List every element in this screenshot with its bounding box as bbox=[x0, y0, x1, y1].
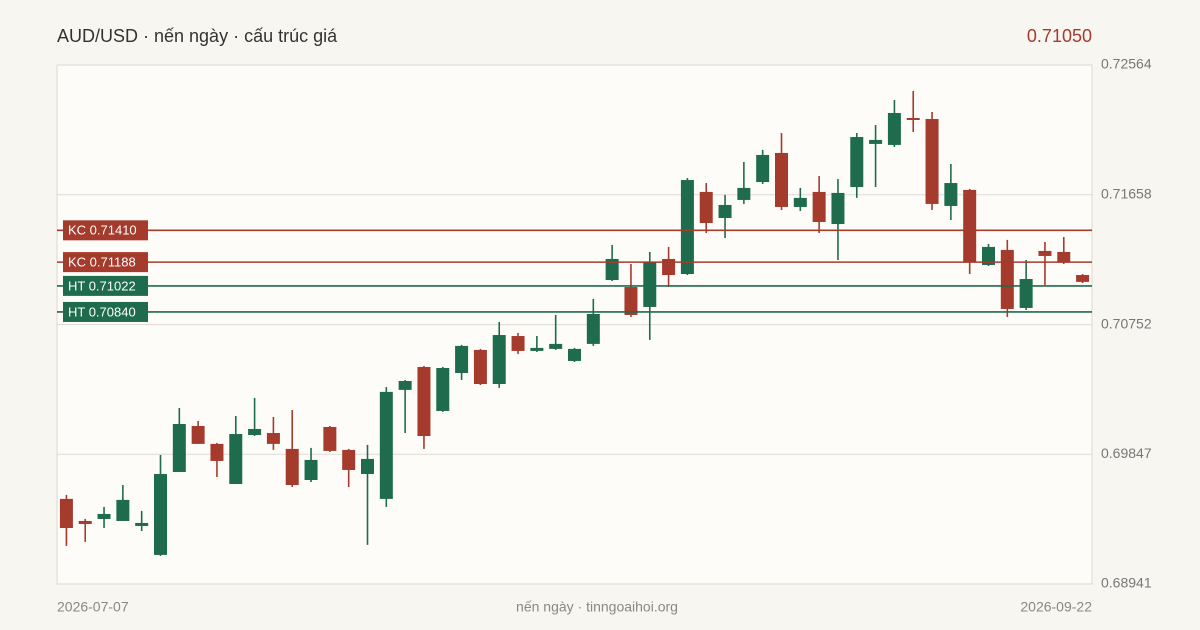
y-tick-label: 0.68941 bbox=[1101, 575, 1152, 591]
candle-body bbox=[775, 152, 788, 207]
candle-body bbox=[323, 426, 337, 451]
candle-body bbox=[737, 187, 751, 200]
candle-body bbox=[342, 449, 356, 470]
candle-body bbox=[906, 118, 920, 121]
candle-body bbox=[793, 197, 807, 207]
candle-body bbox=[59, 498, 73, 528]
candle-body bbox=[78, 520, 92, 524]
level-label-box bbox=[63, 252, 148, 273]
candle-body bbox=[135, 522, 149, 526]
candle-body bbox=[473, 349, 487, 385]
candle-body bbox=[850, 137, 864, 188]
level-label-box bbox=[63, 301, 148, 322]
candle-body bbox=[398, 381, 412, 390]
level-label: HT 0.71022 bbox=[68, 278, 136, 293]
candle-body bbox=[154, 473, 167, 555]
candle-body bbox=[455, 345, 469, 373]
candle-body bbox=[361, 458, 374, 474]
candle-body bbox=[887, 112, 901, 145]
candle-body bbox=[1057, 251, 1071, 262]
y-tick-label: 0.69847 bbox=[1101, 445, 1152, 461]
candle-body bbox=[285, 448, 299, 486]
last-price: 0.71050 bbox=[1027, 26, 1092, 46]
candle-body bbox=[605, 258, 619, 281]
candle-body bbox=[210, 443, 224, 461]
candle-body bbox=[624, 287, 638, 315]
y-tick-label: 0.71658 bbox=[1101, 185, 1152, 201]
candle-body bbox=[586, 313, 600, 344]
level-label-box bbox=[63, 275, 148, 296]
level-label: HT 0.70840 bbox=[68, 304, 136, 319]
candle-body bbox=[191, 425, 205, 444]
candle-body bbox=[511, 336, 525, 351]
candle-body bbox=[831, 192, 845, 225]
candle-body bbox=[662, 258, 676, 276]
candle-body bbox=[1000, 249, 1014, 309]
candle-body bbox=[963, 189, 977, 262]
candle-body bbox=[97, 513, 111, 519]
candle-body bbox=[549, 343, 563, 349]
candle-body bbox=[492, 335, 506, 385]
candle-body bbox=[436, 367, 450, 411]
candle-body bbox=[229, 434, 243, 485]
candle-body bbox=[1019, 279, 1033, 308]
candle-body bbox=[756, 154, 770, 183]
level-label-box bbox=[63, 220, 148, 241]
candle-body bbox=[680, 180, 694, 275]
candle-body bbox=[116, 499, 130, 521]
candle-body bbox=[530, 347, 544, 351]
candle-body bbox=[568, 348, 581, 361]
x-tick-label: 2026-07-07 bbox=[57, 599, 129, 615]
candle-body bbox=[925, 119, 939, 204]
candle-body bbox=[417, 366, 431, 437]
candle-body bbox=[643, 261, 657, 307]
candle-body bbox=[379, 391, 393, 499]
candle-body bbox=[304, 459, 318, 480]
candle-body bbox=[944, 183, 958, 206]
candle-body bbox=[718, 204, 732, 218]
y-tick-label: 0.72564 bbox=[1101, 56, 1152, 72]
candle-body bbox=[172, 423, 186, 472]
candle-body bbox=[982, 246, 995, 265]
candle-body bbox=[812, 191, 826, 223]
candle-body bbox=[266, 433, 280, 444]
candle-body bbox=[869, 139, 883, 144]
level-label: KC 0.71410 bbox=[68, 223, 137, 238]
y-tick-label: 0.70752 bbox=[1101, 315, 1152, 331]
candle-body bbox=[1076, 275, 1090, 282]
candle-body bbox=[248, 429, 262, 436]
candle-body bbox=[699, 191, 713, 224]
caption: nến ngày · tinngoaihoi.org bbox=[516, 599, 678, 615]
x-tick-label: 2026-09-22 bbox=[1020, 599, 1092, 615]
chart-title: AUD/USD · nến ngày · cấu trúc giá bbox=[57, 26, 338, 46]
level-label: KC 0.71188 bbox=[68, 255, 136, 270]
candle-body bbox=[1038, 250, 1052, 256]
